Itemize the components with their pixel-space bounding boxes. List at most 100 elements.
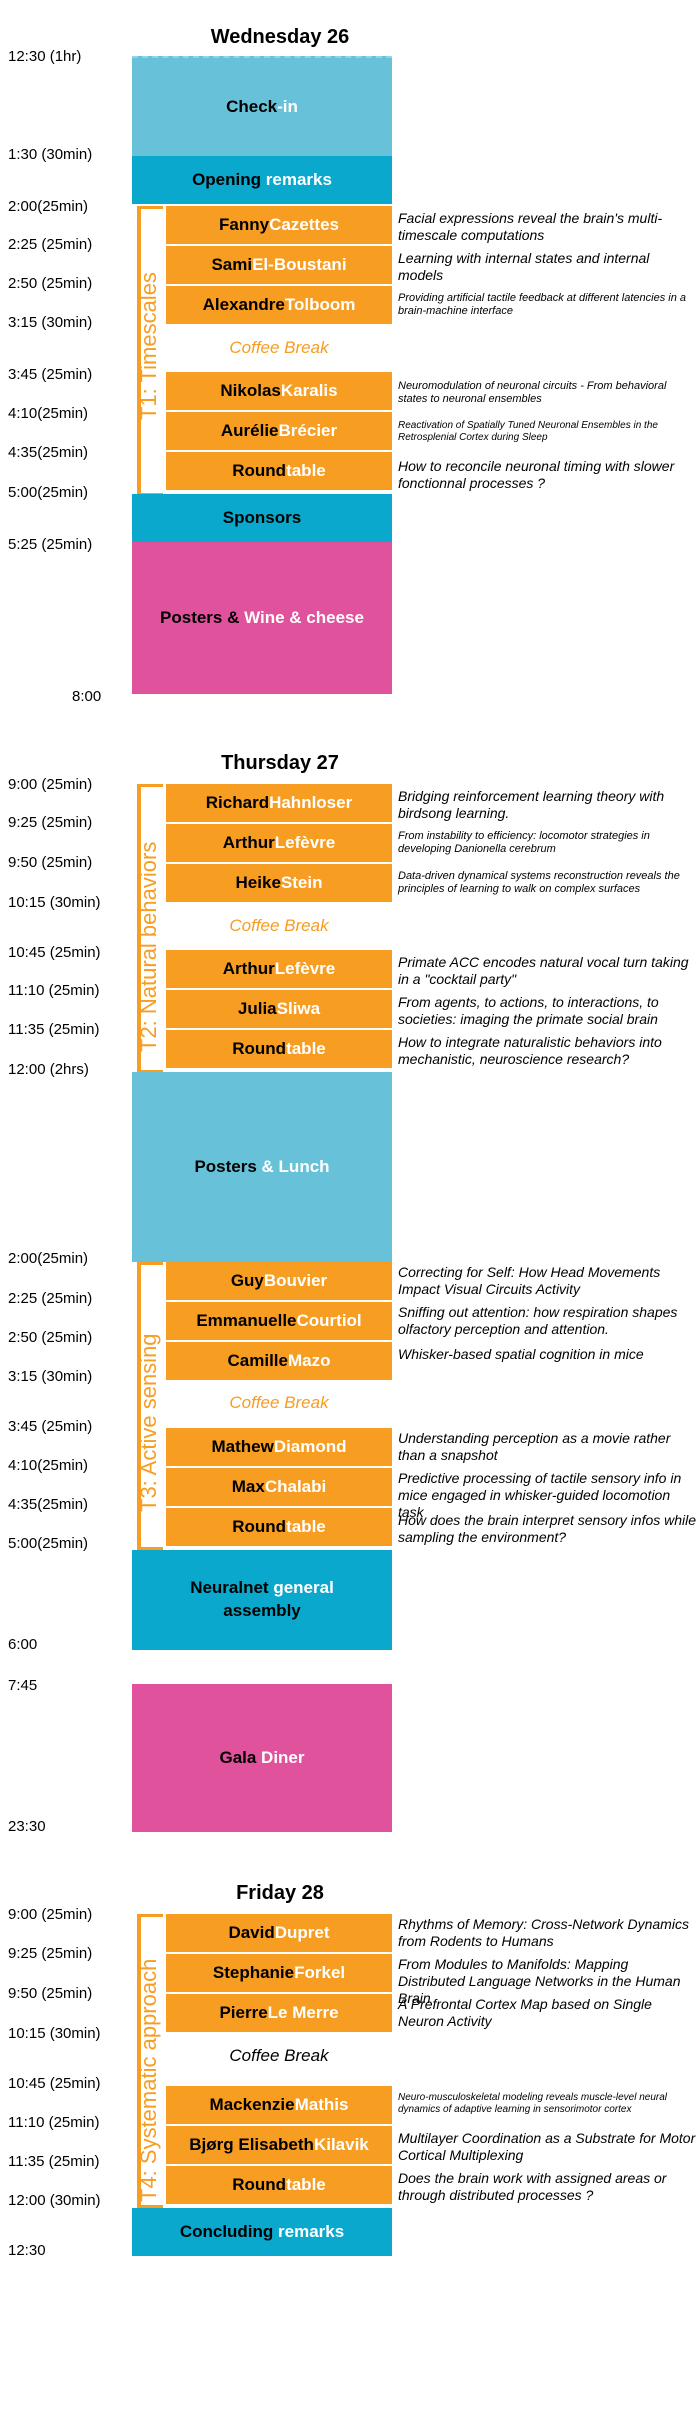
coffee-break: Coffee Break bbox=[229, 916, 329, 935]
time-label: 12:30 (1hr) bbox=[8, 48, 82, 65]
time-label: 2:50 (25min) bbox=[8, 275, 93, 292]
coffee-break: Coffee Break bbox=[229, 338, 329, 357]
time-label: 12:00 (2hrs) bbox=[8, 1061, 89, 1078]
roundtable-block: Round table bbox=[166, 2166, 392, 2206]
time-label: 12:00 (30min) bbox=[8, 2192, 101, 2209]
time-label: 11:10 (25min) bbox=[8, 982, 100, 999]
time-label: 3:15 (30min) bbox=[8, 1368, 93, 1385]
talk-description: A Prefrontal Cortex Map based on Single … bbox=[398, 1996, 652, 2029]
time-label: 3:15 (30min) bbox=[8, 314, 93, 331]
talk-description: Learning with internal states and intern… bbox=[398, 250, 650, 283]
roundtable-block: Round table bbox=[166, 452, 392, 492]
time-label: 8:00 bbox=[72, 688, 102, 705]
time-label: 10:45 (25min) bbox=[8, 2075, 101, 2092]
time-label: 10:15 (30min) bbox=[8, 894, 101, 911]
track-label-t3: T3: Active sensing bbox=[136, 1333, 161, 1512]
track-line bbox=[137, 1914, 141, 2208]
talk-block: Pierre Le Merre bbox=[166, 1994, 392, 2034]
checkin-block: Check-in bbox=[132, 56, 392, 156]
talk-block: Alexandre Tolboom bbox=[166, 286, 392, 326]
concluding-remarks-label: Concluding remarks bbox=[179, 2221, 345, 2241]
talk-description: Neuro-musculoskeletal modeling reveals m… bbox=[398, 2092, 668, 2115]
day-title-wednesday: Wednesday 26 bbox=[210, 26, 350, 48]
talk-block: Stephanie Forkel bbox=[166, 1954, 392, 1994]
talk-block: Aurélie Brécier bbox=[166, 412, 392, 452]
posters-wine-block: Posters & Wine & cheese bbox=[132, 542, 392, 694]
talk-description: Facial expressions reveal the brain's mu… bbox=[398, 210, 663, 243]
talk-block: Nikolas Karalis bbox=[166, 372, 392, 412]
time-label: 11:35 (25min) bbox=[8, 1021, 100, 1038]
time-label: 23:30 bbox=[8, 1818, 46, 1835]
general-assembly-block: Neuralnet general assembly bbox=[132, 1550, 392, 1650]
time-label: 9:00 (25min) bbox=[8, 1906, 93, 1923]
talk-block: Mathew Diamond bbox=[166, 1428, 392, 1468]
opening-remarks-block: Opening remarks bbox=[132, 156, 392, 204]
time-label: 9:50 (25min) bbox=[8, 1985, 93, 2002]
talk-block: Arthur Lefèvre bbox=[166, 950, 392, 990]
track-line bbox=[137, 206, 141, 496]
time-label: 9:50 (25min) bbox=[8, 854, 93, 871]
time-label: 5:00(25min) bbox=[8, 484, 89, 501]
posters-lunch-label: Posters & Lunch bbox=[194, 1156, 330, 1176]
talk-description: Correcting for Self: How Head Movements … bbox=[398, 1264, 661, 1297]
track-label-t1: T1: Timescales bbox=[136, 272, 161, 420]
talk-block: Fanny Cazettes bbox=[166, 206, 392, 246]
talk-block: David Dupret bbox=[166, 1914, 392, 1954]
talk-block: Richard Hahnloser bbox=[166, 784, 392, 824]
talk-description: From instability to efficiency: locomoto… bbox=[398, 830, 650, 856]
talk-description: Reactivation of Spatially Tuned Neuronal… bbox=[398, 420, 658, 443]
track-label-t2: T2: Natural behaviors bbox=[136, 841, 161, 1052]
talk-description: Sniffing out attention: how respiration … bbox=[398, 1304, 678, 1337]
talk-block: Emmanuelle Courtiol bbox=[166, 1302, 392, 1342]
gala-diner-block: Gala Diner bbox=[132, 1684, 392, 1832]
talk-description: Bridging reinforcement learning theory w… bbox=[398, 788, 665, 821]
checkin-label: Check-in bbox=[226, 96, 298, 116]
time-label: 2:50 (25min) bbox=[8, 1329, 93, 1346]
track-tick bbox=[137, 206, 163, 209]
roundtable-block: Round table bbox=[166, 1508, 392, 1548]
time-label: 10:15 (30min) bbox=[8, 2025, 101, 2042]
time-label: 9:25 (25min) bbox=[8, 1945, 93, 1962]
track-tick bbox=[137, 1914, 163, 1917]
track-tick bbox=[137, 1070, 163, 1073]
time-label: 12:30 bbox=[8, 2242, 46, 2259]
posters-wine-label: Posters & Wine & cheese bbox=[160, 607, 364, 627]
time-label: 4:10(25min) bbox=[8, 1457, 89, 1474]
time-label: 3:45 (25min) bbox=[8, 1418, 93, 1435]
track-line bbox=[137, 784, 141, 1074]
talk-block: Heike Stein bbox=[166, 864, 392, 904]
time-label: 2:25 (25min) bbox=[8, 236, 93, 253]
talk-description: Providing artificial tactile feedback at… bbox=[398, 292, 686, 318]
talk-block: Mackenzie Mathis bbox=[166, 2086, 392, 2126]
talk-description: How to integrate naturalistic behaviors … bbox=[398, 1034, 662, 1067]
talk-description: Primate ACC encodes natural vocal turn t… bbox=[398, 954, 689, 987]
talk-description: From Modules to Manifolds: Mapping Distr… bbox=[398, 1956, 681, 2006]
time-label: 2:25 (25min) bbox=[8, 1290, 93, 1307]
sponsors-block: Sponsors bbox=[132, 494, 392, 542]
track-label-t4: T4: Systematic approach bbox=[136, 1958, 161, 2202]
time-label: 11:35 (25min) bbox=[8, 2153, 100, 2170]
talk-description: Understanding perception as a movie rath… bbox=[398, 1430, 671, 1463]
talk-description: How to reconcile neuronal timing with sl… bbox=[398, 458, 675, 491]
talk-description: Does the brain work with assigned areas … bbox=[398, 2170, 667, 2203]
talk-block: Bjørg Elisabeth Kilavik bbox=[166, 2126, 392, 2166]
time-label: 11:10 (25min) bbox=[8, 2114, 100, 2131]
time-label: 5:25 (25min) bbox=[8, 536, 93, 553]
day-title-thursday: Thursday 27 bbox=[221, 752, 339, 774]
talk-block: Camille Mazo bbox=[166, 1342, 392, 1382]
time-label: 4:35(25min) bbox=[8, 444, 89, 461]
time-label: 2:00(25min) bbox=[8, 1250, 89, 1267]
time-label: 9:00 (25min) bbox=[8, 776, 93, 793]
time-label: 5:00(25min) bbox=[8, 1535, 89, 1552]
time-label: 10:45 (25min) bbox=[8, 944, 101, 961]
sponsors-label: Sponsors bbox=[222, 507, 302, 527]
time-label: 7:45 bbox=[8, 1677, 38, 1694]
time-label: 4:10(25min) bbox=[8, 405, 89, 422]
talk-description: Data-driven dynamical systems reconstruc… bbox=[398, 870, 680, 896]
posters-lunch-block: Posters & Lunch bbox=[132, 1072, 392, 1262]
talk-description: Neuromodulation of neuronal circuits - F… bbox=[398, 380, 667, 406]
track-tick bbox=[137, 784, 163, 787]
talk-description: Predictive processing of tactile sensory… bbox=[398, 1470, 682, 1520]
coffee-break: Coffee Break bbox=[229, 2046, 329, 2065]
concluding-remarks-block: Concluding remarks bbox=[132, 2208, 392, 2256]
